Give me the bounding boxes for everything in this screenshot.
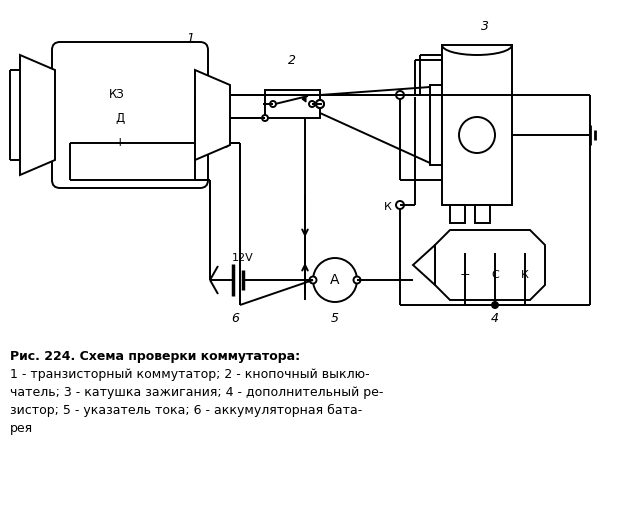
Text: Рис. 224. Схема проверки коммутатора:: Рис. 224. Схема проверки коммутатора: bbox=[10, 350, 300, 363]
Circle shape bbox=[309, 101, 315, 107]
Text: 5: 5 bbox=[331, 312, 339, 324]
Polygon shape bbox=[195, 70, 230, 160]
Circle shape bbox=[221, 139, 229, 147]
Circle shape bbox=[270, 101, 276, 107]
Circle shape bbox=[521, 249, 529, 257]
Text: 1: 1 bbox=[186, 31, 194, 45]
Text: +: + bbox=[460, 269, 470, 281]
Polygon shape bbox=[435, 230, 545, 300]
Text: +: + bbox=[115, 137, 125, 149]
Circle shape bbox=[316, 100, 324, 108]
Text: К: К bbox=[384, 202, 392, 212]
Bar bbox=[450, 205, 465, 223]
Circle shape bbox=[316, 100, 324, 108]
Polygon shape bbox=[20, 55, 55, 175]
Circle shape bbox=[221, 114, 229, 122]
Circle shape bbox=[310, 277, 317, 284]
Circle shape bbox=[396, 201, 404, 209]
Bar bbox=[475, 205, 490, 223]
Polygon shape bbox=[320, 87, 430, 163]
Circle shape bbox=[396, 91, 404, 99]
Bar bbox=[265, 90, 320, 118]
Text: 3: 3 bbox=[481, 21, 489, 33]
Text: зистор; 5 - указатель тока; 6 - аккумуляторная бата-: зистор; 5 - указатель тока; 6 - аккумуля… bbox=[10, 404, 362, 417]
Text: К: К bbox=[521, 270, 529, 280]
Circle shape bbox=[262, 115, 268, 121]
Circle shape bbox=[353, 277, 360, 284]
Text: Д: Д bbox=[116, 111, 125, 125]
Text: 12V: 12V bbox=[232, 253, 254, 263]
FancyBboxPatch shape bbox=[52, 42, 208, 188]
Bar bbox=[442, 45, 512, 205]
Circle shape bbox=[221, 91, 229, 99]
Text: рея: рея bbox=[10, 422, 33, 435]
Text: 4: 4 bbox=[491, 312, 499, 324]
Circle shape bbox=[491, 249, 499, 257]
Bar bbox=[430, 85, 442, 165]
Circle shape bbox=[461, 249, 469, 257]
Circle shape bbox=[459, 117, 495, 153]
Text: С: С bbox=[491, 270, 499, 280]
Text: 6: 6 bbox=[231, 312, 239, 324]
Text: 2: 2 bbox=[288, 54, 296, 66]
Circle shape bbox=[313, 258, 357, 302]
Text: КЗ: КЗ bbox=[109, 89, 125, 102]
Circle shape bbox=[492, 302, 498, 308]
Text: 1 - транзисторный коммутатор; 2 - кнопочный выклю-: 1 - транзисторный коммутатор; 2 - кнопоч… bbox=[10, 368, 370, 381]
Text: A: A bbox=[330, 273, 340, 287]
Text: чатель; 3 - катушка зажигания; 4 - дополнительный ре-: чатель; 3 - катушка зажигания; 4 - допол… bbox=[10, 386, 383, 399]
Polygon shape bbox=[302, 96, 306, 102]
Polygon shape bbox=[413, 245, 435, 285]
